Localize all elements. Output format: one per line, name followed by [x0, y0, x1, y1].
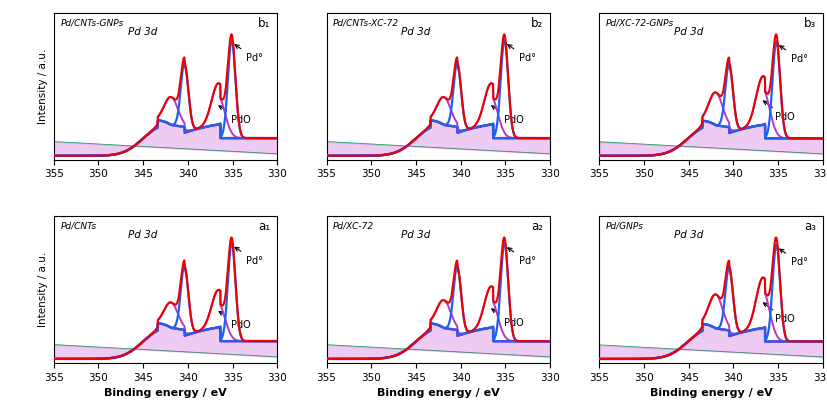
Text: Pd°: Pd° — [235, 247, 263, 266]
Text: Pd/CNTs: Pd/CNTs — [60, 221, 97, 231]
Y-axis label: Intensity / a.u.: Intensity / a.u. — [38, 48, 48, 124]
Text: b₂: b₂ — [531, 17, 543, 30]
Text: PdO: PdO — [763, 303, 796, 324]
Text: a₁: a₁ — [259, 220, 270, 233]
Text: PdO: PdO — [763, 101, 796, 122]
Text: Pd°: Pd° — [508, 45, 536, 63]
X-axis label: Binding energy / eV: Binding energy / eV — [650, 388, 772, 398]
Text: a₃: a₃ — [804, 220, 816, 233]
Text: b₃: b₃ — [804, 17, 816, 30]
Text: Pd/XC-72-GNPs: Pd/XC-72-GNPs — [606, 18, 674, 28]
Text: PdO: PdO — [492, 106, 523, 125]
Text: Pd/GNPs: Pd/GNPs — [606, 221, 644, 231]
Text: Pd°: Pd° — [508, 248, 536, 266]
Text: Pd/CNTs-XC-72: Pd/CNTs-XC-72 — [333, 18, 399, 28]
Text: Pd°: Pd° — [780, 46, 807, 64]
Text: Pd 3d: Pd 3d — [401, 230, 431, 240]
Text: Pd/CNTs-GNPs: Pd/CNTs-GNPs — [60, 18, 124, 28]
Text: Pd°: Pd° — [235, 45, 263, 63]
Text: b₁: b₁ — [258, 17, 270, 30]
X-axis label: Binding energy / eV: Binding energy / eV — [104, 388, 227, 398]
Text: a₂: a₂ — [532, 220, 543, 233]
Text: Pd°: Pd° — [780, 249, 807, 267]
Text: PdO: PdO — [219, 311, 251, 330]
Text: Pd 3d: Pd 3d — [128, 230, 158, 240]
Text: Pd 3d: Pd 3d — [674, 230, 704, 240]
Text: PdO: PdO — [219, 106, 251, 125]
Text: Pd 3d: Pd 3d — [674, 27, 704, 37]
Text: Pd 3d: Pd 3d — [401, 27, 431, 37]
Y-axis label: Intensity / a.u.: Intensity / a.u. — [38, 251, 48, 327]
Text: Pd 3d: Pd 3d — [128, 27, 158, 37]
Text: Pd/XC-72: Pd/XC-72 — [333, 221, 375, 231]
Text: PdO: PdO — [492, 309, 523, 328]
X-axis label: Binding energy / eV: Binding energy / eV — [377, 388, 500, 398]
